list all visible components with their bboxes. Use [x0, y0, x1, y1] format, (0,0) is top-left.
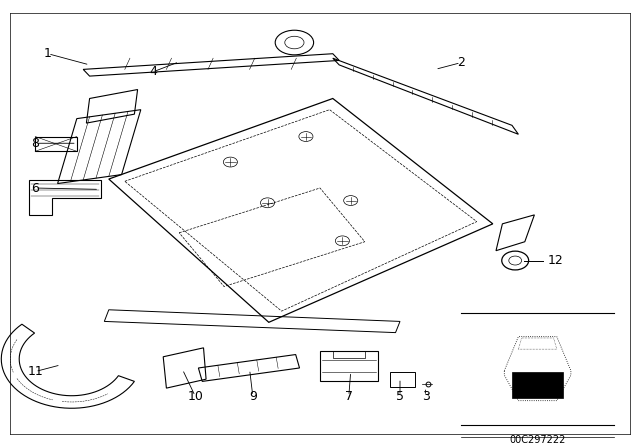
Text: 8: 8	[31, 137, 39, 150]
Text: 3: 3	[422, 390, 429, 403]
Text: 7: 7	[345, 390, 353, 403]
Text: 5: 5	[396, 390, 404, 403]
Polygon shape	[512, 371, 563, 397]
Text: 2: 2	[457, 56, 465, 69]
Text: 1: 1	[44, 47, 52, 60]
Text: 9: 9	[249, 390, 257, 403]
Text: 12: 12	[547, 254, 563, 267]
Text: 6: 6	[31, 181, 39, 194]
Text: 00C297222: 00C297222	[509, 435, 566, 445]
Text: 10: 10	[188, 390, 203, 403]
Text: 11: 11	[28, 365, 43, 378]
Text: 4: 4	[150, 65, 157, 78]
